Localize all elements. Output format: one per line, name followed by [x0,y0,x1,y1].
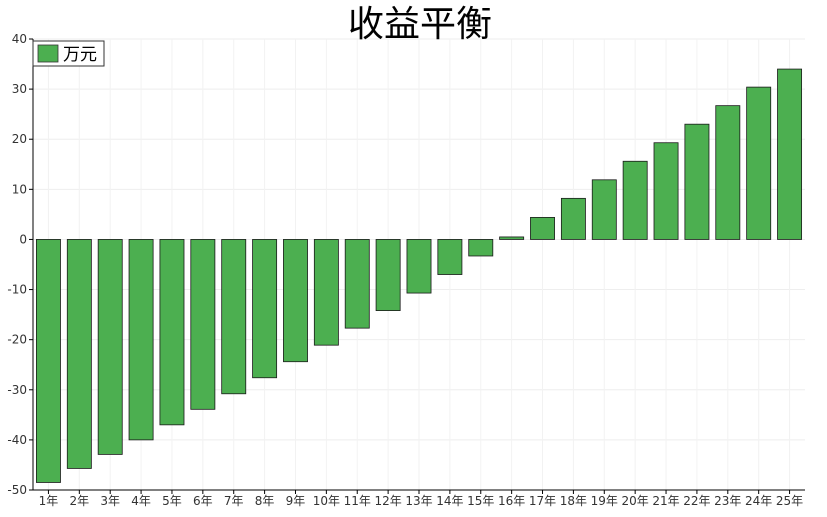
y-tick-label: 0 [19,232,27,246]
x-tick-label: 12年 [374,494,401,508]
bars [36,68,803,483]
bar [746,86,772,240]
bar [406,239,432,294]
bar [468,239,494,257]
x-tick-label: 25年 [776,494,803,508]
chart-title: 收益平衡 [348,4,492,45]
y-tick-labels: 40 30 20 10 0 -10 -20 -30 -40 -50 [7,32,33,497]
x-tick-label: 9年 [286,494,306,508]
y-tick-label: 10 [12,182,27,196]
y-tick-label: -20 [7,333,27,347]
bar [36,239,61,483]
x-tick-label: 8年 [255,494,275,508]
y-tick-label: -50 [7,483,27,497]
y-tick-label: -10 [7,283,27,297]
bar [190,239,216,410]
y-tick-label: 30 [12,82,27,96]
bar [128,239,154,441]
x-tick-label: 1年 [39,494,59,508]
bar [159,239,185,426]
x-tick-label: 22年 [683,494,710,508]
x-tick-label: 11年 [344,494,371,508]
x-tick-label: 14年 [436,494,463,508]
bar [715,105,741,240]
legend-label: 万元 [63,45,97,65]
x-tick-label: 2年 [69,494,89,508]
legend: 万元 [32,40,105,67]
bar [375,239,401,312]
bar [591,179,617,240]
y-tick-label: -30 [7,383,27,397]
x-tick-label: 24年 [745,494,772,508]
y-tick-label: -40 [7,433,27,447]
x-tick-label: 3年 [100,494,120,508]
bar [622,160,648,240]
bar [653,142,679,240]
bar [530,216,555,240]
bar [252,239,278,379]
x-tick-label: 10年 [313,494,340,508]
x-tick-label: 17年 [529,494,556,508]
bar [499,236,525,240]
x-tick-label: 21年 [652,494,679,508]
bar [777,68,803,240]
x-tick-label: 6年 [193,494,213,508]
x-tick-label: 13年 [405,494,432,508]
bar [684,123,710,240]
x-tick-label: 15年 [467,494,494,508]
y-tick-label: 40 [12,32,27,46]
x-tick-label: 7年 [224,494,244,508]
bar [66,239,92,469]
bar [560,197,586,240]
x-tick-label: 16年 [498,494,525,508]
x-tick-label: 23年 [714,494,741,508]
bar [344,239,370,329]
x-tick-label: 20年 [622,494,649,508]
x-tick-label: 19年 [591,494,618,508]
bar [221,239,247,395]
bar [283,239,308,363]
bar [437,239,463,275]
x-tick-labels: 1年 2年 3年 4年 5年 6年 7年 8年 9年 10年 11年 12年 13年 14年 15年 16年 1… [39,490,803,508]
x-tick-label: 4年 [131,494,151,508]
bar [313,239,339,346]
bar [97,239,123,455]
x-tick-label: 18年 [560,494,587,508]
y-tick-label: 20 [12,132,27,146]
legend-swatch [37,44,59,63]
x-tick-label: 5年 [162,494,182,508]
